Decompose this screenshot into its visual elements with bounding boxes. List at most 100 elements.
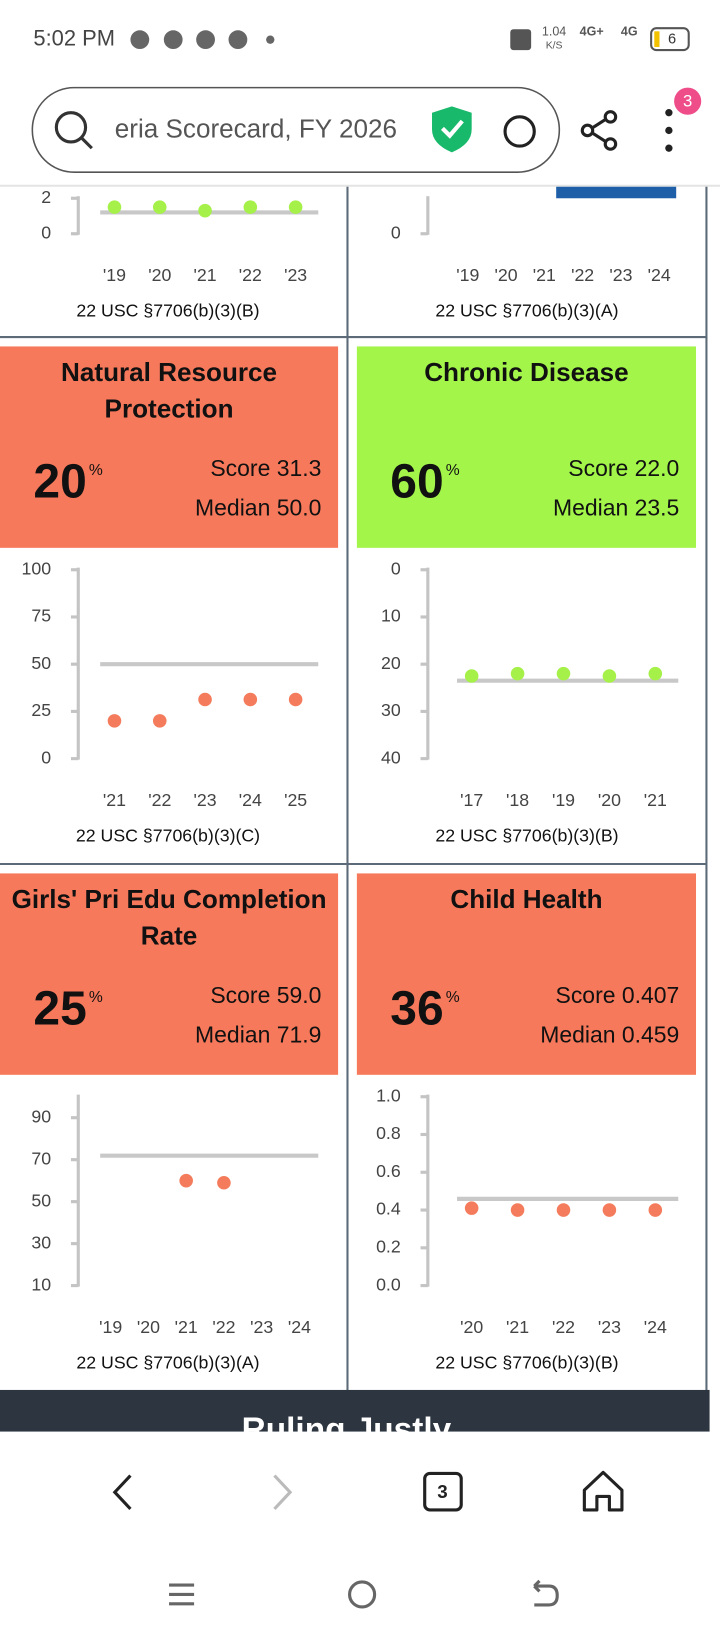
card-header: Chronic Disease 60% Score 22.0 Median 23.5: [356, 346, 697, 548]
y-tick-label: 0.0: [376, 1274, 401, 1294]
citation: 22 USC §7706(b)(3)(B): [435, 1353, 618, 1373]
y-tick-label: 0.2: [376, 1237, 401, 1257]
y-tick-label: 1.0: [376, 1085, 401, 1105]
data-point: [107, 714, 122, 728]
data-point: [179, 1173, 193, 1188]
data-point: [648, 666, 663, 681]
data-point: [198, 692, 212, 707]
x-tick-label: '20: [598, 790, 621, 810]
data-point: [107, 200, 122, 214]
x-tick-label: '23: [598, 1317, 621, 1337]
percent-value: 20: [33, 453, 87, 509]
data-point: [510, 666, 525, 681]
card-title: Chronic Disease: [424, 357, 629, 388]
y-tick-label: 50: [31, 653, 51, 673]
x-tick-label: '23: [194, 790, 217, 810]
y-tick-label: 20: [381, 653, 401, 673]
data-point: [152, 200, 167, 214]
x-tick-label: '19: [456, 265, 479, 285]
y-tick-label: 0: [391, 558, 401, 578]
x-tick-label: '24: [239, 790, 262, 810]
x-tick-label: '21: [194, 265, 217, 285]
percent-unit: %: [88, 988, 103, 1006]
y-tick-label: 25: [31, 700, 51, 720]
card-title: Girls' Pri Edu Completion Rate: [11, 884, 327, 951]
x-tick-label: '22: [552, 1317, 575, 1337]
partial-bar: [556, 177, 677, 199]
x-tick-label: '21: [103, 790, 126, 810]
percent-value: 60: [390, 453, 444, 509]
card-title: Natural Resource Protection: [61, 357, 278, 424]
citation: 22 USC §7706(b)(3)(A): [76, 1353, 259, 1373]
x-tick-label: '21: [175, 1317, 198, 1337]
data-point: [602, 1203, 617, 1217]
y-tick-label: 90: [31, 1106, 51, 1126]
y-tick-label: 0.6: [376, 1161, 401, 1181]
x-tick-label: '22: [571, 265, 594, 285]
y-tick-label: 30: [31, 1232, 51, 1252]
y-tick-label: 2: [41, 187, 51, 207]
y-tick-label: 75: [31, 606, 51, 626]
y-tick-label: 0: [41, 747, 51, 767]
y-tick-label: 70: [31, 1148, 51, 1168]
card-percent: 60%: [390, 453, 459, 509]
data-point: [648, 1203, 663, 1217]
x-tick-label: '23: [284, 265, 307, 285]
card-median: Median 0.459: [540, 1021, 680, 1048]
data-point: [217, 1175, 231, 1190]
card-score: Score 31.3: [210, 454, 322, 482]
data-point: [556, 666, 571, 681]
percent-value: 36: [390, 980, 444, 1036]
x-tick-label: '24: [644, 1317, 667, 1337]
x-tick-label: '24: [288, 1317, 311, 1337]
card-header: Child Health 36% Score 0.407 Median 0.459: [356, 873, 697, 1075]
data-point: [152, 714, 167, 728]
data-point: [288, 200, 303, 214]
x-tick-label: '17: [460, 790, 483, 810]
card-percent: 36%: [390, 980, 459, 1036]
citation: 22 USC §7706(b)(3)(A): [435, 301, 618, 321]
card-median: Median 50.0: [195, 494, 322, 521]
card-header: Natural Resource Protection 20% Score 31.3…: [0, 346, 339, 548]
x-tick-label: '21: [533, 265, 556, 285]
x-tick-label: '23: [609, 265, 632, 285]
y-tick-label: 0.4: [376, 1199, 401, 1219]
x-tick-label: '20: [137, 1317, 160, 1337]
y-tick-label: 10: [381, 606, 401, 626]
y-tick-label: 50: [31, 1190, 51, 1210]
card-score: Score 22.0: [568, 454, 680, 482]
citation: 22 USC §7706(b)(3)(C): [76, 826, 260, 846]
y-tick-label: 30: [381, 700, 401, 720]
card-score: Score 59.0: [210, 981, 322, 1009]
card-percent: 25%: [33, 980, 102, 1036]
y-tick-label: 0: [391, 222, 401, 242]
percent-unit: %: [445, 461, 460, 479]
y-tick-label: 0: [41, 222, 51, 242]
percent-unit: %: [88, 461, 103, 479]
percent-unit: %: [445, 988, 460, 1006]
x-tick-label: '18: [506, 790, 529, 810]
x-tick-label: '23: [250, 1317, 273, 1337]
data-point: [198, 203, 212, 218]
x-tick-label: '22: [148, 790, 171, 810]
y-tick-label: 40: [381, 747, 401, 767]
x-tick-label: '20: [460, 1317, 483, 1337]
x-tick-label: '19: [99, 1317, 122, 1337]
data-point: [602, 669, 617, 683]
card-title: Child Health: [450, 884, 603, 915]
x-tick-label: '24: [648, 265, 671, 285]
x-tick-label: '22: [212, 1317, 235, 1337]
x-tick-label: '20: [495, 265, 518, 285]
x-tick-label: '21: [506, 1317, 529, 1337]
percent-value: 25: [33, 980, 87, 1036]
data-point: [243, 692, 258, 707]
x-tick-label: '20: [148, 265, 171, 285]
y-tick-label: 10: [31, 1274, 51, 1294]
y-tick-label: 0.8: [376, 1123, 401, 1143]
card-median: Median 71.9: [195, 1021, 322, 1048]
citation: 22 USC §7706(b)(3)(B): [435, 826, 618, 846]
x-tick-label: '22: [239, 265, 262, 285]
citation: 22 USC §7706(b)(3)(B): [76, 301, 259, 321]
